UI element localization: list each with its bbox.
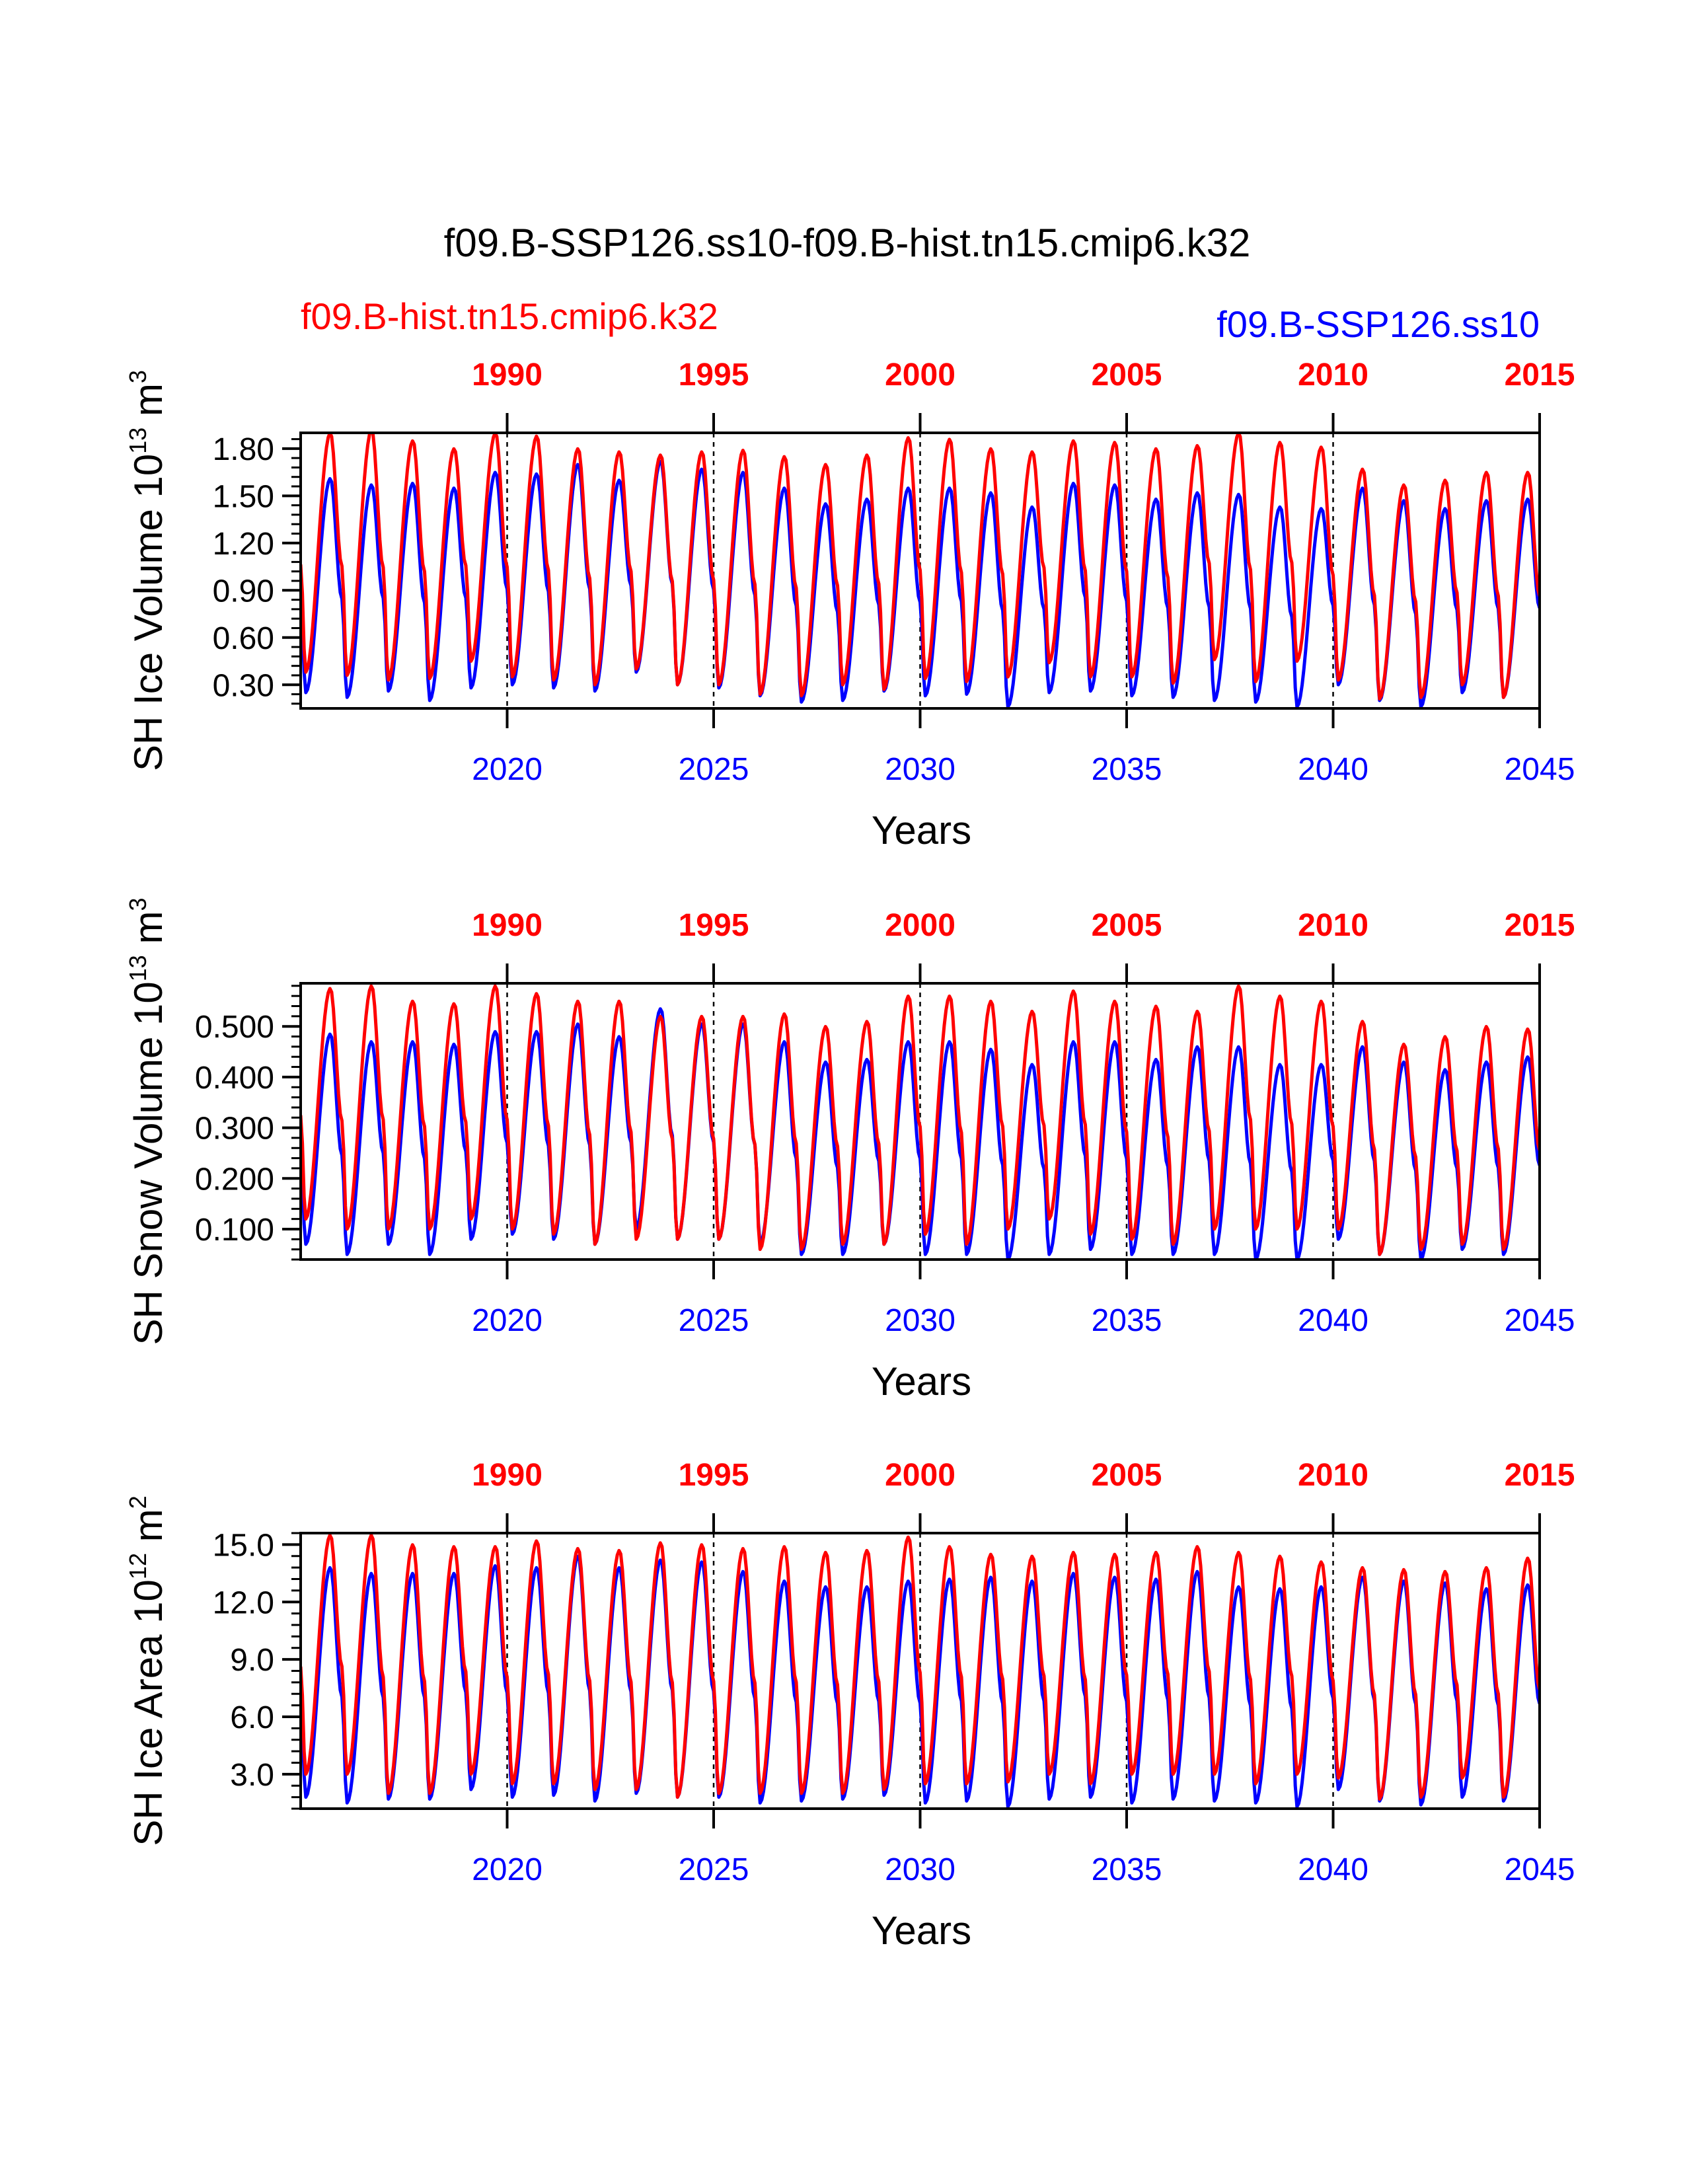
y-axis-label-unit: m [126,383,170,428]
x-tick-label-bottom: 2030 [885,1852,955,1887]
y-axis-label-unit-exp: 3 [124,897,151,911]
x-tick-label-bottom: 2035 [1092,1303,1162,1338]
panel-2: 2020 2025 2030 2035 2040 2045 1990 1995 2000 2005… [124,897,1575,1404]
x-tick-label-bottom: 2040 [1298,752,1368,787]
x-axis-label: Years [872,1359,971,1404]
series-line-hist [301,1533,1540,1801]
x-tick-label-bottom: 2020 [472,1303,543,1338]
y-axis-label-unit-exp: 3 [124,370,151,383]
x-tick-label-top: 2015 [1505,908,1575,943]
x-tick-label-top: 2010 [1298,1458,1368,1493]
legend-ssp-label: f09.B-SSP126.ss10 [1217,303,1540,345]
x-tick-label-top: 2005 [1092,358,1162,393]
x-tick-label-bottom: 2035 [1092,1852,1162,1887]
x-tick-label-top: 2000 [885,358,955,393]
y-axis-label: SH Ice Volume 1013 m3 [124,370,170,771]
x-axis-label: Years [872,808,971,852]
panel-3: 2020 2025 2030 2035 2040 2045 1990 1995 2000 2005… [124,1458,1575,1953]
x-tick-label-top: 2005 [1092,908,1162,943]
panels: 2020 2025 2030 2035 2040 2045 1990 1995 2000 2005… [124,358,1575,1953]
x-tick-label-bottom: 2040 [1298,1852,1368,1887]
y-tick-label: 0.100 [195,1213,274,1248]
x-tick-label-top: 2000 [885,1458,955,1493]
panel-1: 2020 2025 2030 2035 2040 2045 1990 1995 2000 2005… [124,358,1575,852]
x-tick-label-top: 1990 [472,358,543,393]
x-tick-label-bottom: 2045 [1505,1303,1575,1338]
x-tick-label-top: 1990 [472,908,543,943]
y-tick-label: 0.200 [195,1162,274,1197]
y-axis-label-main: SH Snow Volume 10 [126,981,170,1345]
y-tick-label: 1.20 [213,527,274,562]
y-tick-label: 15.0 [213,1528,274,1563]
y-tick-label: 1.50 [213,479,274,514]
y-tick-label: 1.80 [213,432,274,467]
x-tick-label-top: 1995 [679,358,749,393]
x-tick-label-bottom: 2030 [885,1303,955,1338]
x-tick-label-top: 2000 [885,908,955,943]
y-axis-label-exp: 13 [124,955,151,981]
x-tick-label-top: 2005 [1092,1458,1162,1493]
x-tick-label-bottom: 2045 [1505,752,1575,787]
x-tick-label-top: 2015 [1505,358,1575,393]
x-tick-label-bottom: 2040 [1298,1303,1368,1338]
y-axis-label: SH Ice Area 1012 m2 [124,1495,170,1846]
y-tick-label: 0.500 [195,1010,274,1045]
legend-hist-label: f09.B-hist.tn15.cmip6.k32 [301,295,718,337]
x-tick-label-bottom: 2020 [472,1852,543,1887]
x-tick-label-bottom: 2045 [1505,1852,1575,1887]
series-line-hist [301,984,1540,1256]
y-axis-label-exp: 13 [124,428,151,454]
x-tick-label-top: 1995 [679,1458,749,1493]
y-axis-label-main: SH Ice Volume 10 [126,454,170,771]
series-line-hist [301,433,1540,701]
x-tick-label-top: 1990 [472,1458,543,1493]
x-tick-label-bottom: 2030 [885,752,955,787]
y-tick-label: 0.90 [213,574,274,609]
y-tick-label: 0.300 [195,1111,274,1147]
y-axis-label-unit: m [126,911,170,956]
y-tick-label: 9.0 [230,1643,274,1678]
y-tick-label: 12.0 [213,1585,274,1620]
x-tick-label-bottom: 2020 [472,752,543,787]
x-tick-label-top: 2010 [1298,908,1368,943]
x-tick-label-top: 2015 [1505,1458,1575,1493]
y-tick-label: 0.30 [213,668,274,703]
y-tick-label: 6.0 [230,1700,274,1735]
x-tick-label-bottom: 2025 [679,1852,749,1887]
y-axis-label-unit: m [126,1509,170,1553]
x-tick-label-top: 1995 [679,908,749,943]
y-axis-label: SH Snow Volume 1013 m3 [124,897,170,1345]
y-tick-label: 3.0 [230,1758,274,1793]
x-tick-label-bottom: 2025 [679,1303,749,1338]
x-tick-label-bottom: 2035 [1092,752,1162,787]
x-tick-label-bottom: 2025 [679,752,749,787]
x-tick-label-top: 2010 [1298,358,1368,393]
figure-title: f09.B-SSP126.ss10-f09.B-hist.tn15.cmip6.… [444,221,1251,265]
y-tick-label: 0.60 [213,621,274,656]
y-axis-label-main: SH Ice Area 10 [126,1579,170,1846]
y-tick-label: 0.400 [195,1061,274,1096]
x-axis-label: Years [872,1908,971,1953]
y-axis-label-unit-exp: 2 [124,1495,151,1509]
y-axis-label-exp: 12 [124,1553,151,1579]
